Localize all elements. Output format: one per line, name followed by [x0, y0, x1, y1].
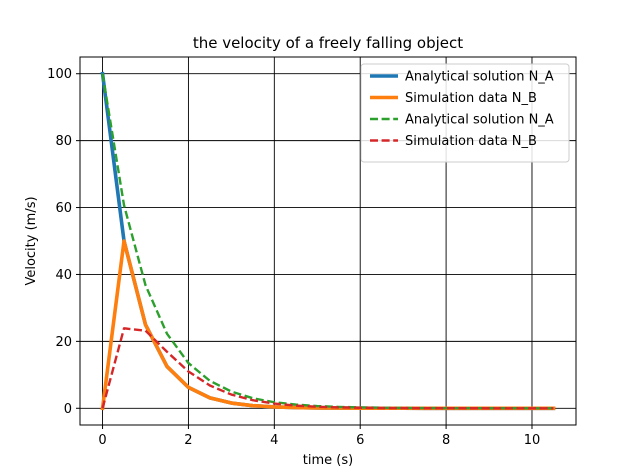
legend-label-3: Analytical solution N_A: [405, 113, 554, 128]
y-tick-label: 40: [55, 268, 72, 283]
x-tick-label: 10: [524, 433, 541, 448]
legend-label-2: Simulation data N_B: [405, 91, 537, 106]
x-tick-label: 0: [98, 433, 106, 448]
y-axis-label: Velocity (m/s): [24, 196, 39, 285]
legend-label-1: Analytical solution N_A: [405, 70, 554, 85]
y-tick-label: 20: [55, 335, 72, 350]
y-tick-label: 60: [55, 201, 72, 216]
plot-frame: [79, 56, 577, 426]
y-tick-label: 0: [64, 402, 72, 417]
x-axis-label: time (s): [303, 453, 353, 468]
x-tick-label: 8: [442, 433, 450, 448]
legend: Analytical solution N_A Simulation data N…: [360, 63, 570, 163]
y-tick-label: 80: [55, 134, 72, 149]
plot-lines: [100, 71, 556, 411]
legend-label-4: Simulation data N_B: [405, 134, 537, 149]
x-tick-label: 4: [270, 433, 278, 448]
x-tick-label: 6: [356, 433, 364, 448]
chart-title: the velocity of a freely falling object: [193, 34, 463, 52]
x-tick-label: 2: [184, 433, 192, 448]
y-tick-label: 100: [47, 67, 72, 82]
series-line-3: [101, 73, 554, 410]
legend-box: [360, 63, 570, 163]
